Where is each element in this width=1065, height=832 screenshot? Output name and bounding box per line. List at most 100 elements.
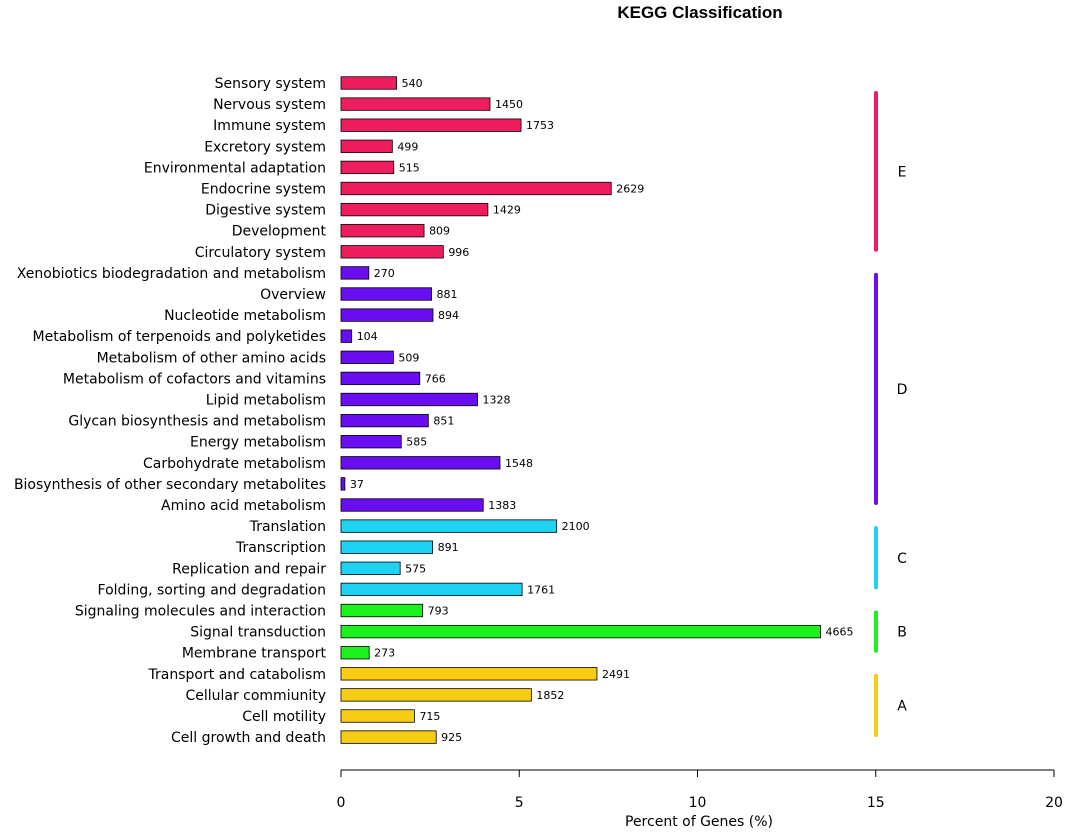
value-label-environmental-adaptation: 515 — [399, 161, 420, 174]
bar-sensory-system — [340, 76, 398, 90]
category-label-replication-and-repair: Replication and repair — [172, 561, 326, 577]
category-label-membrane-transport: Membrane transport — [182, 646, 327, 662]
bar-amino-acid-metabolism — [340, 498, 484, 512]
bar-folding-sorting-and-degradation — [340, 582, 523, 597]
category-label-glycan-biosynthesis-and-metabolism: Glycan biosynthesis and metabolism — [68, 414, 326, 430]
bar-endocrine-system — [340, 181, 612, 196]
category-label-development: Development — [232, 224, 327, 240]
bar-replication-and-repair — [340, 561, 401, 575]
category-label-cellular-commiunity: Cellular commiunity — [185, 688, 326, 704]
value-label-cell-growth-and-death: 925 — [441, 731, 462, 744]
category-label-transport-and-catabolism: Transport and catabolism — [148, 667, 326, 683]
value-label-excretory-system: 499 — [397, 140, 418, 153]
bar-metabolism-of-other-amino-acids — [340, 350, 394, 364]
category-label-excretory-system: Excretory system — [204, 139, 326, 155]
category-label-metabolism-of-terpenoids-and-polyketides: Metabolism of terpenoids and polyketides — [33, 329, 326, 345]
bar-metabolism-of-cofactors-and-vitamins — [340, 371, 421, 386]
value-label-folding-sorting-and-degradation: 1761 — [527, 583, 555, 596]
value-label-lipid-metabolism: 1328 — [483, 394, 511, 407]
bar-glycan-biosynthesis-and-metabolism — [340, 413, 429, 428]
bars-layer: Sensory system 540 Nervous system 1450 Immun… — [14, 76, 854, 746]
bar-signaling-molecules-and-interaction — [340, 603, 424, 618]
category-label-endocrine-system: Endocrine system — [201, 182, 326, 198]
bar-circulatory-system — [340, 245, 444, 259]
value-label-endocrine-system: 2629 — [616, 183, 644, 196]
group-label-a: A — [897, 698, 907, 714]
category-label-signal-transduction: Signal transduction — [190, 625, 326, 641]
value-label-sensory-system: 540 — [402, 77, 423, 90]
bar-lipid-metabolism — [340, 392, 478, 407]
category-label-biosynthesis-of-other-secondary-metabolites: Biosynthesis of other secondary metaboli… — [14, 477, 326, 493]
bar-digestive-system — [340, 202, 489, 217]
value-label-nucleotide-metabolism: 894 — [438, 309, 459, 322]
bar-overview — [340, 287, 432, 301]
x-tick-label-0: 0 — [337, 795, 346, 811]
bar-signal-transduction — [340, 624, 821, 639]
bar-cell-motility — [340, 709, 415, 723]
value-label-immune-system: 1753 — [526, 119, 554, 132]
category-label-cell-motility: Cell motility — [242, 709, 326, 725]
value-label-nervous-system: 1450 — [495, 98, 523, 111]
category-label-lipid-metabolism: Lipid metabolism — [206, 393, 326, 409]
value-label-digestive-system: 1429 — [493, 204, 521, 217]
category-label-nucleotide-metabolism: Nucleotide metabolism — [164, 308, 326, 324]
bar-translation — [340, 519, 558, 533]
x-tick-label-5: 5 — [515, 795, 524, 811]
category-label-translation: Translation — [249, 519, 326, 535]
value-label-development: 809 — [429, 225, 450, 238]
bar-energy-metabolism — [340, 435, 402, 449]
bar-cell-growth-and-death — [340, 730, 437, 744]
category-label-sensory-system: Sensory system — [215, 76, 326, 92]
bar-excretory-system — [340, 139, 393, 153]
category-label-folding-sorting-and-degradation: Folding, sorting and degradation — [98, 582, 326, 598]
category-label-digestive-system: Digestive system — [205, 203, 326, 219]
value-label-metabolism-of-other-amino-acids: 509 — [398, 351, 419, 364]
x-tick-label-15: 15 — [867, 795, 885, 811]
category-label-metabolism-of-other-amino-acids: Metabolism of other amino acids — [97, 350, 326, 366]
category-label-immune-system: Immune system — [213, 118, 326, 134]
bar-nucleotide-metabolism — [340, 308, 434, 322]
bar-carbohydrate-metabolism — [340, 456, 501, 470]
group-label-d: D — [897, 382, 908, 398]
category-label-environmental-adaptation: Environmental adaptation — [144, 160, 326, 176]
value-label-metabolism-of-cofactors-and-vitamins: 766 — [425, 372, 446, 385]
bar-xenobiotics-biodegradation-and-metabolism — [340, 266, 370, 280]
group-brackets: E D C B A — [874, 91, 908, 738]
bar-immune-system — [340, 118, 522, 132]
x-tick-label-10: 10 — [689, 795, 707, 811]
category-label-nervous-system: Nervous system — [213, 97, 326, 113]
category-label-xenobiotics-biodegradation-and-metabolism: Xenobiotics biodegradation and metabolis… — [17, 266, 326, 282]
value-label-metabolism-of-terpenoids-and-polyketides: 104 — [357, 330, 378, 343]
bar-transport-and-catabolism — [340, 667, 598, 681]
bar-transcription — [340, 540, 434, 554]
value-label-transcription: 891 — [438, 541, 459, 554]
value-label-replication-and-repair: 575 — [405, 562, 426, 575]
category-label-metabolism-of-cofactors-and-vitamins: Metabolism of cofactors and vitamins — [63, 371, 326, 387]
value-label-circulatory-system: 996 — [448, 246, 469, 259]
value-label-biosynthesis-of-other-secondary-metabolites: 37 — [350, 478, 364, 491]
value-label-energy-metabolism: 585 — [406, 436, 427, 449]
value-label-carbohydrate-metabolism: 1548 — [505, 457, 533, 470]
category-label-amino-acid-metabolism: Amino acid metabolism — [161, 498, 326, 514]
group-label-c: C — [897, 551, 907, 567]
chart-title: KEGG Classification — [617, 3, 782, 22]
category-label-cell-growth-and-death: Cell growth and death — [171, 730, 326, 746]
x-axis-title: Percent of Genes (%) — [625, 814, 773, 830]
bar-metabolism-of-terpenoids-and-polyketides — [340, 329, 353, 343]
group-label-e: E — [898, 164, 907, 180]
bar-biosynthesis-of-other-secondary-metabolites — [340, 477, 346, 491]
bar-development — [340, 224, 425, 238]
x-tick-label-20: 20 — [1045, 795, 1063, 811]
bar-cellular-commiunity — [340, 688, 532, 702]
category-label-circulatory-system: Circulatory system — [195, 245, 326, 261]
value-label-amino-acid-metabolism: 1383 — [488, 499, 516, 512]
x-axis: 0 5 10 15 20 — [337, 769, 1063, 811]
category-label-signaling-molecules-and-interaction: Signaling molecules and interaction — [75, 604, 326, 620]
value-label-membrane-transport: 273 — [374, 647, 395, 660]
value-label-transport-and-catabolism: 2491 — [602, 668, 630, 681]
category-label-carbohydrate-metabolism: Carbohydrate metabolism — [143, 456, 326, 472]
value-label-glycan-biosynthesis-and-metabolism: 851 — [433, 415, 454, 428]
value-label-signal-transduction: 4665 — [825, 626, 853, 639]
bar-nervous-system — [340, 97, 491, 111]
